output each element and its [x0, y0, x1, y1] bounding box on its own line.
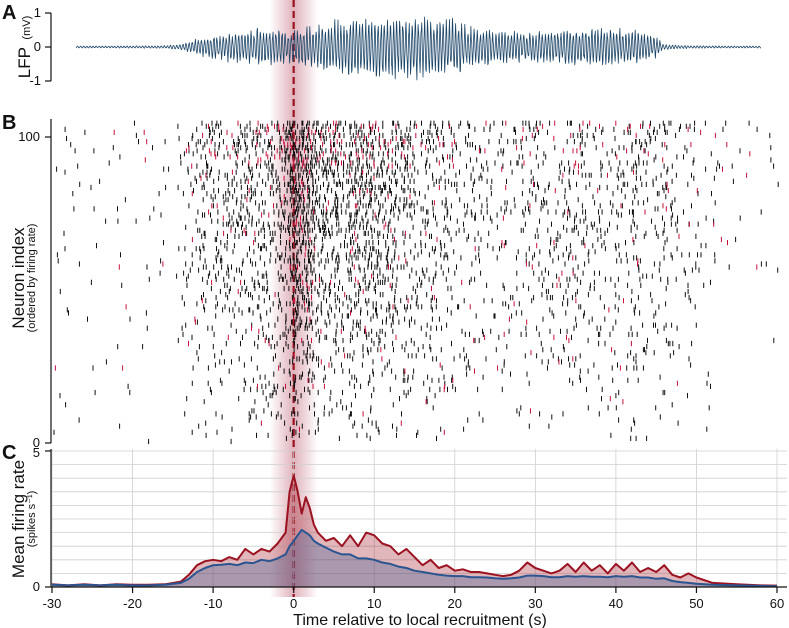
x-tick-label: 40 — [609, 596, 623, 611]
spike-raster-black — [53, 120, 779, 445]
panel-c-tick-label: 5 — [33, 445, 40, 460]
x-tick-label: -10 — [204, 596, 223, 611]
panel-a-tick-label: 0 — [34, 39, 41, 54]
panel-c: C 5 0 -30 -20 -10 0 10 20 30 40 50 60 Mean firing… — [2, 442, 787, 628]
x-tick-label: -30 — [43, 596, 62, 611]
panel-c-letter: C — [2, 442, 16, 464]
panel-c-y-sublabel: (spikes s⁻¹) — [26, 491, 38, 548]
lfp-label: LFP — [15, 47, 34, 78]
x-tick-label: 60 — [770, 596, 784, 611]
panel-c-y-label: Mean firing rate — [9, 460, 28, 578]
x-tick-label: 20 — [448, 596, 462, 611]
x-tick-label: 10 — [367, 596, 381, 611]
x-axis-label: Time relative to local recruitment (s) — [293, 612, 547, 628]
panel-c-tick-label: 0 — [33, 579, 40, 594]
x-tick-label: 0 — [290, 596, 297, 611]
x-tick-label: 50 — [689, 596, 703, 611]
panel-a-y-label: LFP (mV) — [15, 16, 34, 78]
x-tick-label: 30 — [528, 596, 542, 611]
series-area-blue — [52, 529, 777, 587]
lfp-unit: (mV) — [21, 16, 33, 40]
x-tick-label: -20 — [123, 596, 142, 611]
lfp-trace — [75, 16, 762, 81]
spike-raster-red — [54, 120, 758, 435]
panel-a-tick-label: -1 — [29, 73, 41, 88]
panel-a-letter: A — [2, 2, 16, 24]
panel-b-tick-label: 100 — [18, 129, 40, 144]
series-line-blue — [51, 528, 778, 588]
panel-c-grid — [51, 449, 787, 587]
x-axis-ticks: -30 -20 -10 0 10 20 30 40 50 60 — [43, 587, 784, 611]
panel-b-y-sublabel: (ordered by firing rate) — [26, 224, 38, 333]
series-line-red — [51, 474, 778, 587]
panel-b-y-label: Neuron index — [9, 227, 28, 329]
panel-b-letter: B — [2, 112, 16, 134]
panel-a-tick-label: 1 — [34, 5, 41, 20]
panel-a: A 1 0 -1 LFP (mV) — [2, 2, 762, 88]
panel-b: B 100 0 Neuron index (ordered by firing … — [2, 112, 779, 450]
panel-b-tick-label: 0 — [33, 435, 40, 450]
